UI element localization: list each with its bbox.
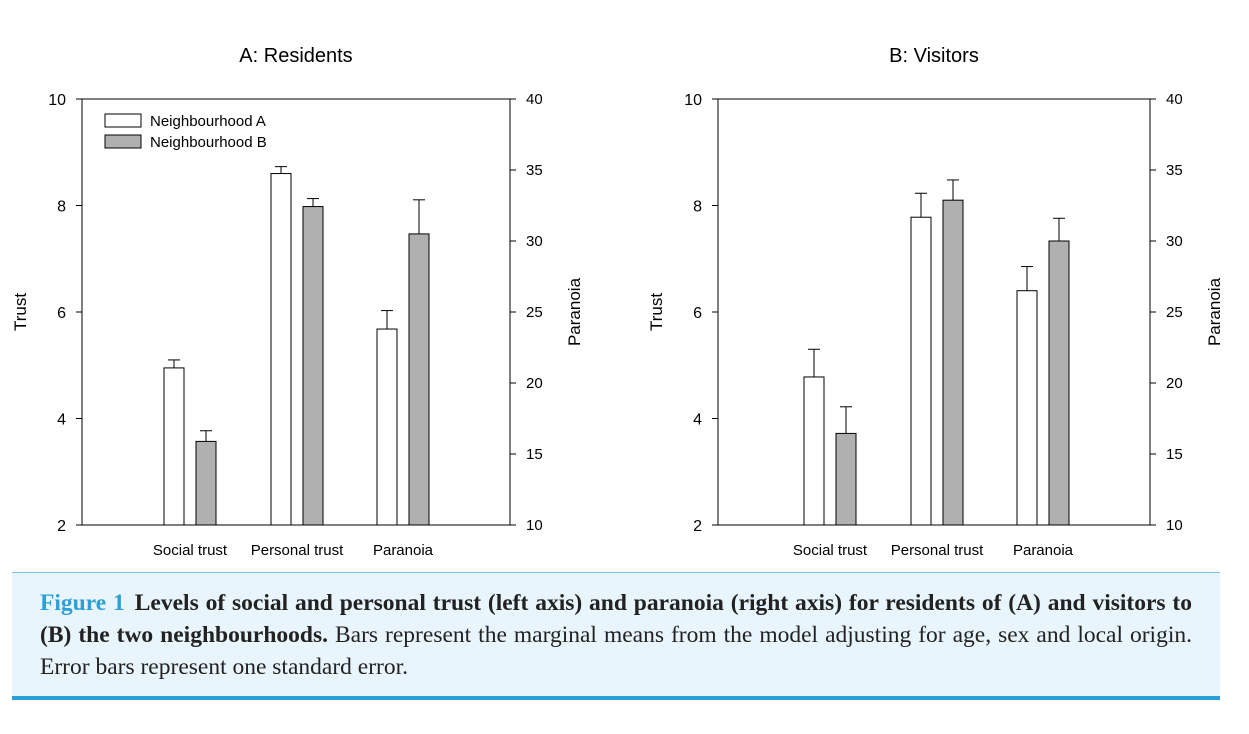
left-tick-label: 2 (57, 518, 66, 535)
right-tick-label: 20 (526, 375, 543, 392)
left-tick-label: 10 (48, 92, 66, 109)
right-tick-label: 35 (1166, 162, 1183, 179)
left-tick-label: 10 (684, 92, 702, 109)
category-label: Paranoia (1013, 542, 1074, 559)
right-tick-label: 10 (1166, 517, 1183, 534)
category-label: Personal trust (891, 542, 984, 559)
legend-label: Neighbourhood B (150, 134, 267, 151)
figure-caption: Figure 1 Levels of social and personal tr… (12, 572, 1220, 700)
bar-neighbourhood-b (302, 206, 324, 526)
right-tick-label: 40 (526, 91, 543, 108)
bar-neighbourhood-b (195, 440, 217, 526)
right-tick-label: 25 (1166, 304, 1183, 321)
bar-neighbourhood-a (376, 328, 398, 526)
legend-swatch-neighbourhood-a (104, 113, 142, 128)
left-tick-label: 8 (57, 199, 66, 216)
caption-label: Figure 1 (40, 590, 125, 616)
left-tick-label: 6 (57, 305, 66, 322)
chart-svg: A: Residents 2 4 6 8 10 10 15 20 25 30 35 40 Trust Par… (11, 45, 1224, 559)
right-tick-label: 10 (526, 517, 543, 534)
bar-neighbourhood-b (408, 233, 430, 526)
bar-neighbourhood-b (1048, 240, 1070, 526)
category-label: Personal trust (251, 542, 344, 559)
y2-axis-label: Paranoia (565, 277, 584, 346)
left-tick-label: 2 (693, 518, 702, 535)
bar-neighbourhood-a (270, 173, 292, 526)
bar-neighbourhood-a (910, 216, 932, 526)
chart-title: B: Visitors (889, 45, 979, 67)
right-tick-label: 30 (1166, 233, 1183, 250)
bar-neighbourhood-a (1016, 290, 1038, 526)
left-tick-label: 4 (57, 412, 66, 429)
left-tick-label: 6 (693, 305, 702, 322)
bar-neighbourhood-b (835, 432, 857, 526)
right-tick-label: 15 (1166, 446, 1183, 463)
y-axis-label: Trust (647, 293, 666, 331)
right-tick-label: 35 (526, 162, 543, 179)
bar-neighbourhood-b (942, 199, 964, 526)
caption-bold-text: Levels of social and personal trust (lef… (40, 590, 1192, 648)
legend-swatch-neighbourhood-b (104, 134, 142, 149)
bar-neighbourhood-a (163, 367, 185, 526)
category-label: Paranoia (373, 542, 434, 559)
legend-label: Neighbourhood A (150, 113, 266, 130)
left-tick-label: 8 (693, 199, 702, 216)
right-tick-label: 15 (526, 446, 543, 463)
bar-neighbourhood-a (803, 376, 825, 526)
right-tick-label: 20 (1166, 375, 1183, 392)
y2-axis-label: Paranoia (1205, 277, 1224, 346)
category-label: Social trust (793, 542, 868, 559)
chart-title: A: Residents (239, 45, 352, 67)
figure-charts: A: Residents 2 4 6 8 10 10 15 20 25 30 35 40 Trust Par… (11, 45, 1224, 559)
category-label: Social trust (153, 542, 228, 559)
right-tick-label: 40 (1166, 91, 1183, 108)
left-tick-label: 4 (693, 412, 702, 429)
y-axis-label: Trust (11, 293, 30, 331)
right-tick-label: 25 (526, 304, 543, 321)
caption-text: Bars represent the marginal means from t… (40, 622, 1192, 680)
right-tick-label: 30 (526, 233, 543, 250)
